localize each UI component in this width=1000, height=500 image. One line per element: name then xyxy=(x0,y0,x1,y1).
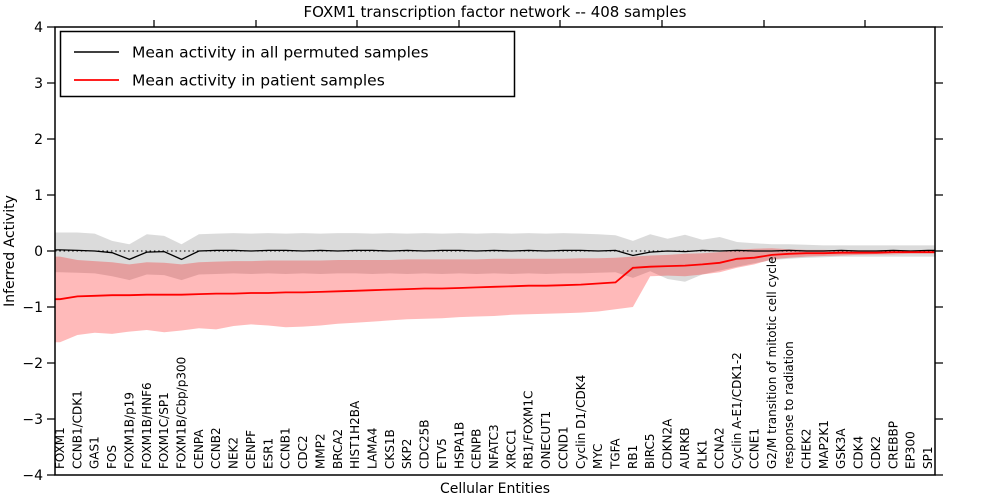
x-tick-label: CDKN2A xyxy=(661,418,675,469)
x-tick-label: SKP2 xyxy=(400,439,414,469)
x-tick-label: FOXM1 xyxy=(53,427,67,469)
x-tick-label: EP300 xyxy=(904,431,918,469)
x-tick-label: BRCA2 xyxy=(331,429,345,469)
x-tick-label: FOXM1B/HNF6 xyxy=(140,382,154,469)
x-tick-label: MYC xyxy=(591,444,605,469)
x-tick-label: CHEK2 xyxy=(800,429,814,470)
y-tick-label: 4 xyxy=(34,20,43,36)
y-tick-label: −1 xyxy=(22,300,43,316)
x-tick-label: XRCC1 xyxy=(504,429,518,469)
x-tick-label: FOXM1C/SP1 xyxy=(157,392,171,469)
x-tick-label: Cyclin A-E1/CDK1-2 xyxy=(730,352,744,469)
x-tick-label: CCNA2 xyxy=(713,427,727,469)
chart-title: FOXM1 transcription factor network -- 40… xyxy=(304,3,687,21)
x-tick-label: CDK4 xyxy=(852,436,866,469)
y-tick-labels-layer: 4 3 2 1 0 −1 −2 −3 −4 xyxy=(22,20,43,484)
x-tick-label: RB1/FOXM1C xyxy=(522,391,536,469)
x-tick-label: GAS1 xyxy=(88,436,102,469)
x-tick-label: CCNB1 xyxy=(279,427,293,469)
y-tick-label: −2 xyxy=(22,356,43,372)
y-tick-label: −3 xyxy=(22,412,43,428)
x-tick-label: G2/M transition of mitotic cell cycle xyxy=(765,256,779,469)
x-tick-label: AURKB xyxy=(678,428,692,469)
x-tick-label: RB1 xyxy=(626,445,640,469)
x-tick-label: HIST1H2BA xyxy=(348,400,362,469)
x-tick-label: SP1 xyxy=(921,447,935,470)
x-tick-label: response to radiation xyxy=(782,341,796,469)
patient-mean-line xyxy=(55,251,935,301)
x-tick-label: CDC25B xyxy=(418,420,432,470)
x-tick-label: CREBBP xyxy=(886,421,900,469)
x-tick-label: NEK2 xyxy=(227,437,241,469)
x-tick-labels-layer: FOXM1 CCNB1/CDK1 GAS1 FOS FOXM1B/p19 FOXM1B/H… xyxy=(53,256,935,470)
x-tick-label: TGFA xyxy=(609,438,623,470)
x-tick-label: MAP2K1 xyxy=(817,420,831,469)
legend-box xyxy=(59,30,516,98)
legend-label-permuted-samples: Mean activity in all permuted samples xyxy=(132,44,429,62)
y-axis-label: Inferred Activity xyxy=(2,195,18,307)
legend-label-patient-samples: Mean activity in patient samples xyxy=(132,72,385,90)
y-tick-label: 1 xyxy=(34,188,43,204)
x-tick-label: ESR1 xyxy=(261,438,275,469)
x-tick-label: Cyclin D1/CDK4 xyxy=(574,375,588,469)
bands-layer xyxy=(55,232,935,343)
x-tick-label: ONECUT1 xyxy=(539,411,553,469)
y-tick-label: −4 xyxy=(22,468,43,484)
axis-ticks-layer xyxy=(47,20,943,476)
x-tick-label: CCNB1/CDK1 xyxy=(70,390,84,469)
x-tick-label: ETV5 xyxy=(435,438,449,469)
x-axis-label: Cellular Entities xyxy=(440,481,550,497)
y-tick-label: 2 xyxy=(34,132,43,148)
x-tick-label: BIRC5 xyxy=(643,433,657,469)
x-tick-label: HSPA1B xyxy=(452,422,466,469)
y-tick-label: 0 xyxy=(34,244,43,260)
x-tick-label: GSK3A xyxy=(834,428,848,469)
legend: Mean activity in all permuted samples Me… xyxy=(59,30,516,98)
x-tick-label: CCNE1 xyxy=(747,428,761,469)
x-tick-label: LAMA4 xyxy=(366,428,380,469)
permuted-range-band xyxy=(55,232,935,282)
x-tick-label: CCNB2 xyxy=(209,427,223,469)
x-tick-label: CCND1 xyxy=(556,426,570,469)
x-tick-label: CDK2 xyxy=(869,436,883,469)
lines-layer xyxy=(55,249,935,301)
x-tick-label: FOXM1B/Cbp/p300 xyxy=(175,357,189,469)
y-tick-label: 3 xyxy=(34,76,43,92)
patient-range-band xyxy=(55,248,935,343)
x-tick-label: PLK1 xyxy=(695,440,709,469)
x-tick-label: NFATC3 xyxy=(487,424,501,469)
x-tick-label: CENPF xyxy=(244,430,258,469)
x-tick-label: CENPA xyxy=(192,429,206,469)
x-tick-label: CENPB xyxy=(470,429,484,469)
x-tick-label: CKS1B xyxy=(383,429,397,469)
x-tick-label: FOXM1B/p19 xyxy=(122,392,136,469)
x-tick-label: FOS xyxy=(105,445,119,469)
x-tick-label: CDC2 xyxy=(296,435,310,469)
x-tick-label: MMP2 xyxy=(313,433,327,469)
